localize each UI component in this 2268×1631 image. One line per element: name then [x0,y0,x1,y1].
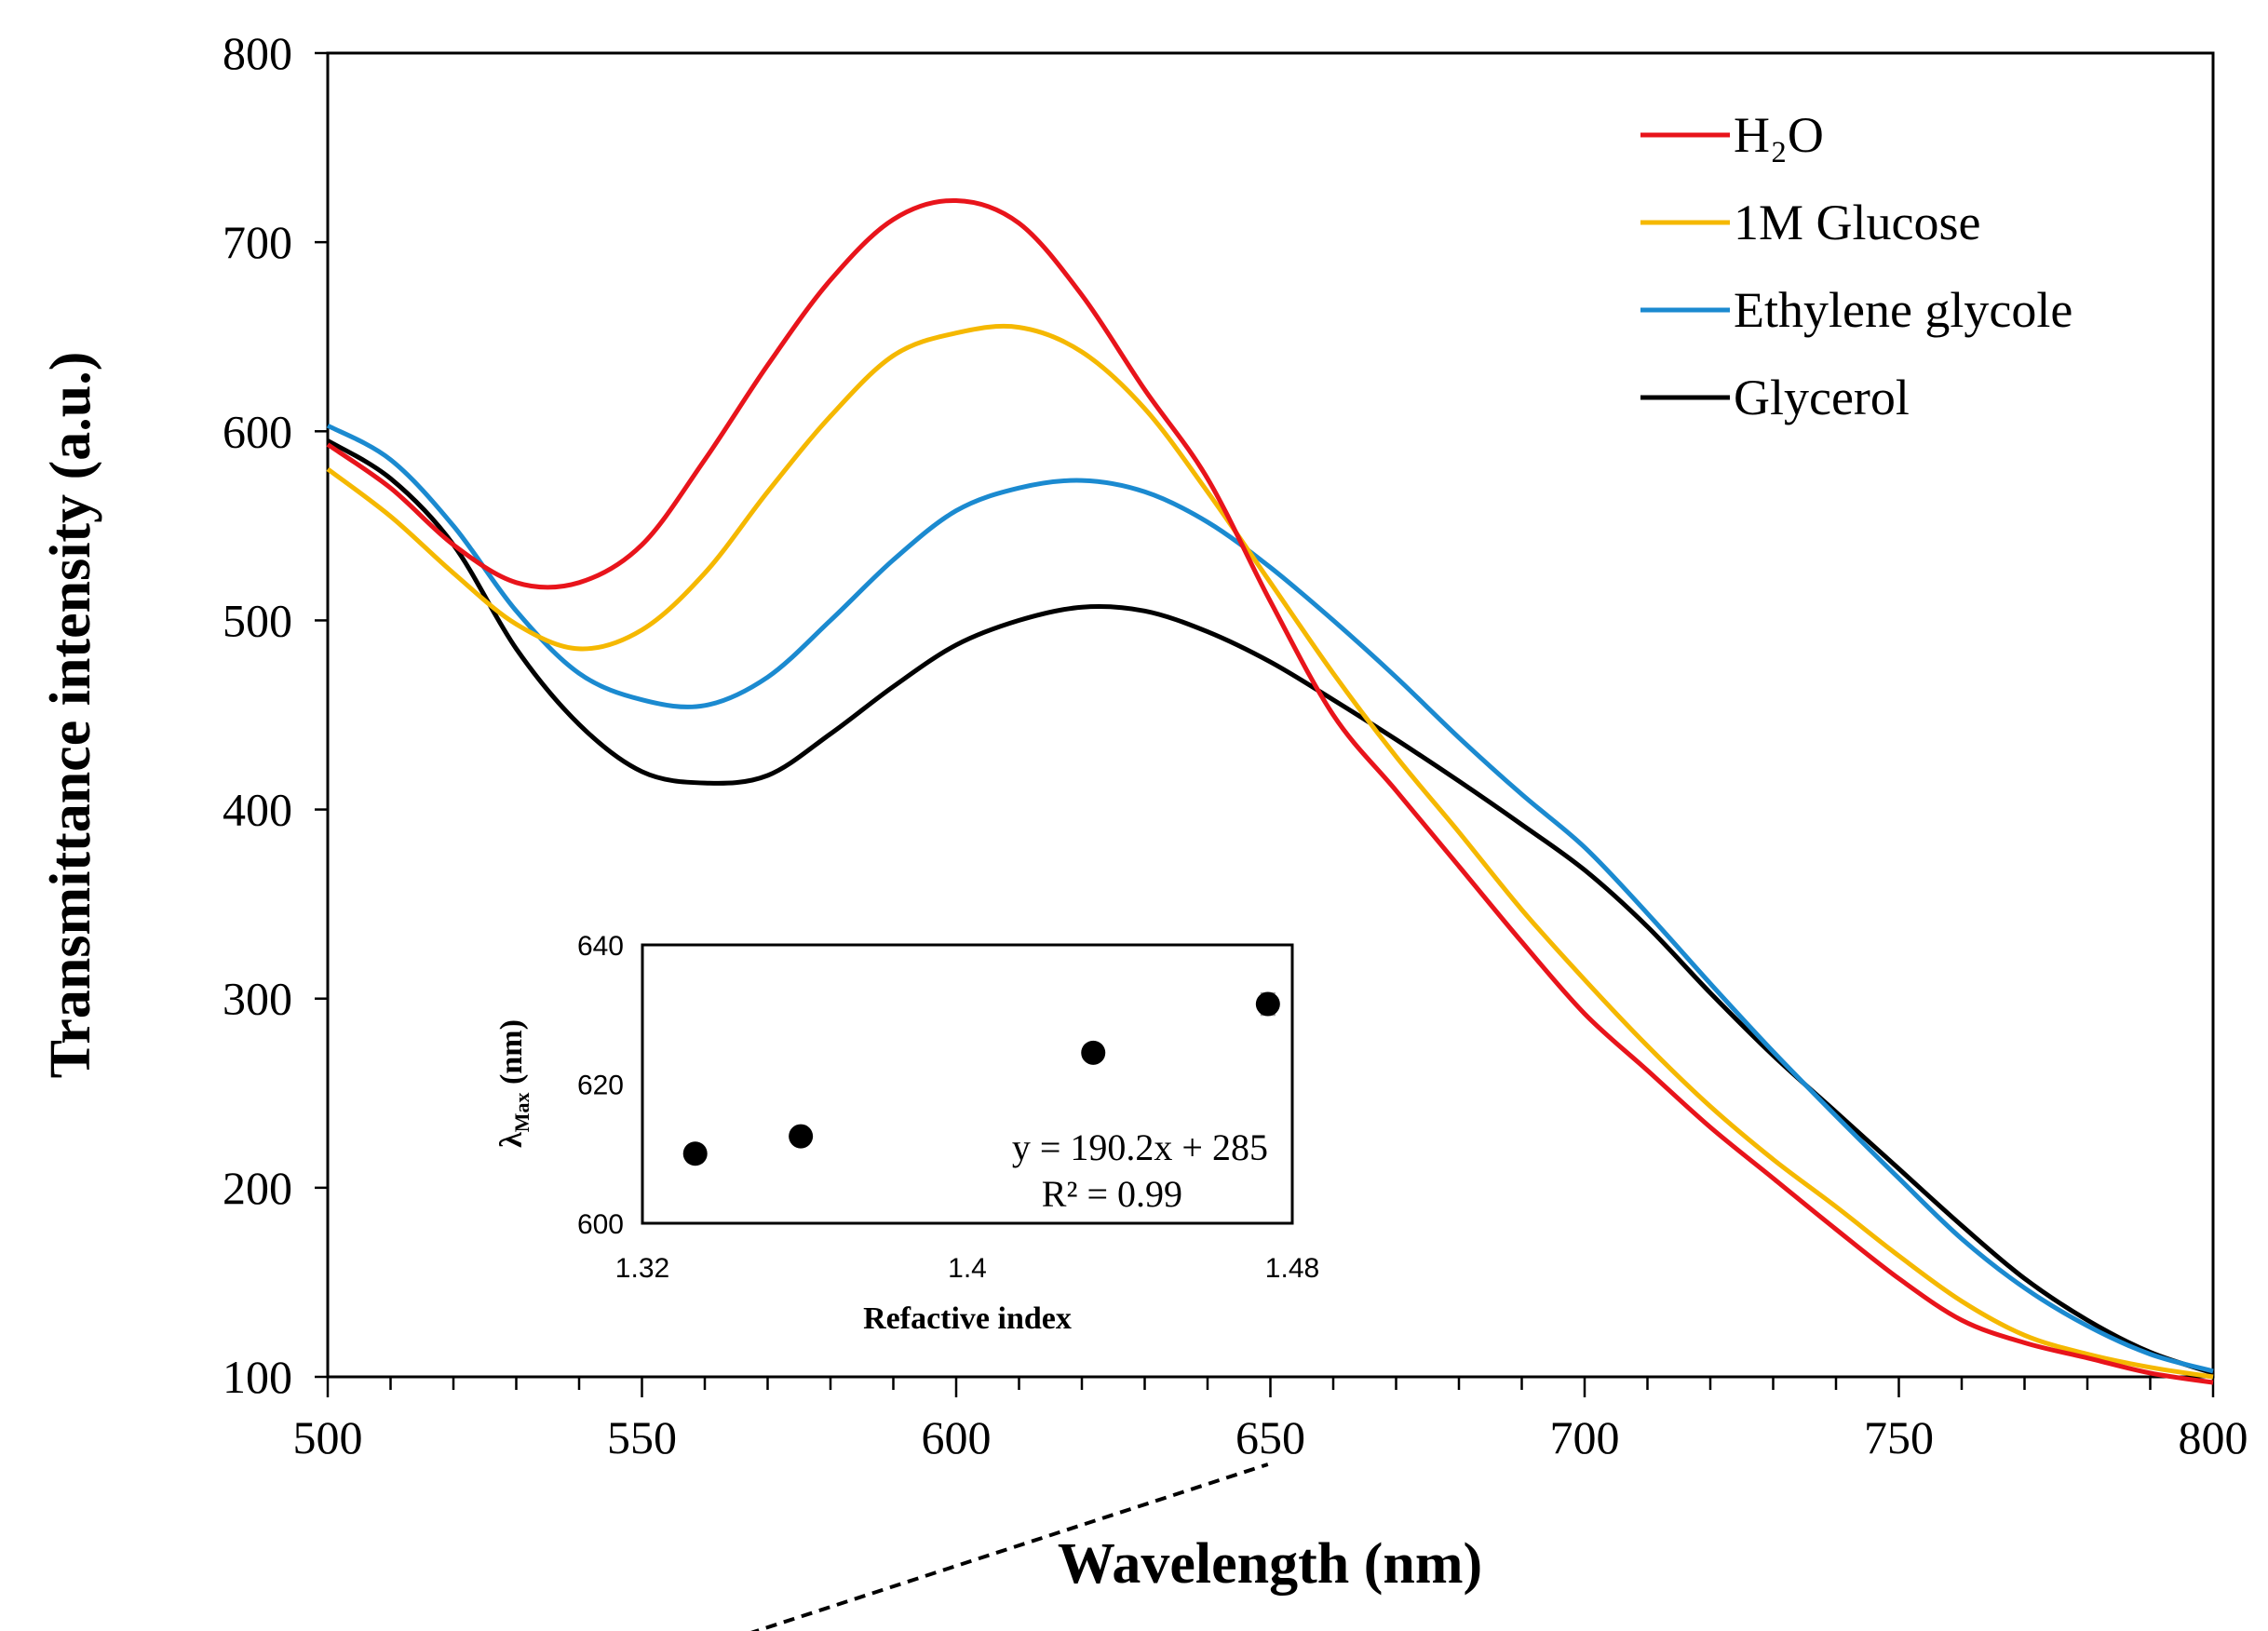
fit-trendline [750,1463,1269,1631]
x-tick-label: 600 [922,1411,992,1463]
y-tick-label: 700 [223,216,292,268]
y-axis-title: Transmittance intensity (a.u.) [39,352,102,1079]
inset-tick-labels: 600 620 640 1.32 1.4 1.48 [577,931,1319,1284]
inset-x-axis-title: Refactive index [863,1301,1072,1336]
main-series-lines [326,197,2214,1385]
inset-y-tick-label: 620 [577,1071,624,1101]
inset-y-tick-label: 640 [577,931,624,962]
x-tick-label: 800 [2179,1411,2248,1463]
inset-y-tick-label: 600 [577,1209,624,1240]
main-axis-ticks [315,51,2215,1397]
x-tick-label: 650 [1235,1411,1305,1463]
data-point [789,1124,814,1149]
legend-label: H₂O [1734,107,1824,163]
data-point [682,1141,708,1166]
inset-x-tick-label: 1.48 [1265,1253,1319,1284]
y-tick-label: 200 [223,1162,292,1214]
legend-label: Glycerol [1734,370,1910,425]
inset-y-axis-unit: (nm) [494,1019,529,1092]
series-line-0 [326,197,2214,1385]
y-tick-label: 100 [223,1351,292,1403]
inset-y-axis-title: λMax (nm) [494,1019,533,1148]
x-tick-label: 550 [607,1411,677,1463]
data-point [1255,991,1280,1017]
x-tick-label: 750 [1864,1411,1934,1463]
x-tick-label: 700 [1550,1411,1620,1463]
fit-r-squared-label: R² = 0.99 [1042,1173,1182,1215]
inset-y-axis-subscript: Max [510,1092,533,1132]
inset-x-tick-label: 1.4 [948,1253,987,1284]
legend-label: 1M Glucose [1734,195,1980,250]
x-axis-title: Wavelength (nm) [1058,1532,1482,1596]
legend: H₂O 1M Glucose Ethylene glycole Glycerol [1640,107,2072,425]
series-line-3 [326,438,2214,1376]
x-tick-label: 500 [293,1411,363,1463]
y-tick-label: 300 [223,973,292,1025]
series-line-2 [326,423,2214,1374]
inset-plot-frame [641,943,1294,1225]
data-point [1081,1040,1106,1065]
series-line-1 [326,323,2214,1380]
inset-x-tick-label: 1.32 [615,1253,669,1284]
y-tick-label: 600 [223,405,292,457]
fit-equation-label: y = 190.2x + 285 [1012,1126,1268,1168]
y-tick-label: 400 [223,784,292,836]
inset-data-marks [682,991,1280,1631]
y-tick-label: 800 [223,27,292,79]
y-tick-label: 500 [223,594,292,646]
main-tick-labels: 500 550 600 650 700 750 800 100 200 300 400 500 600 7… [223,27,2248,1463]
legend-label: Ethylene glycole [1734,282,2072,338]
inset-y-axis-symbol: λ [494,1132,529,1148]
